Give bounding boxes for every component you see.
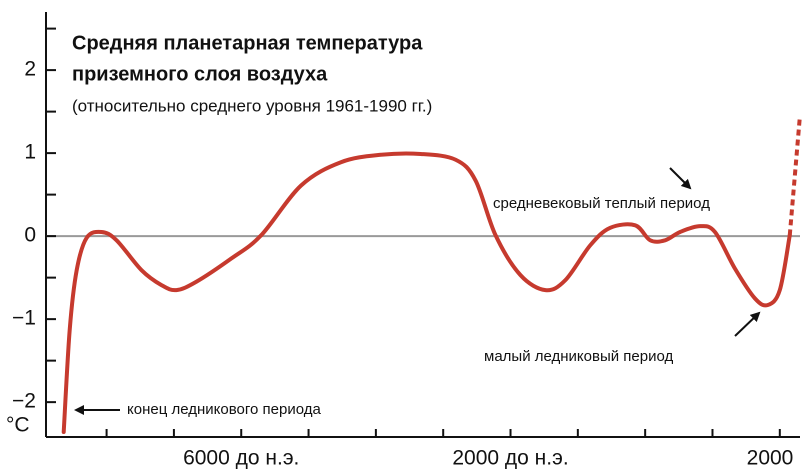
data-line (61, 151, 792, 435)
annotation: средневековый теплый период (493, 195, 710, 212)
arrow (734, 311, 761, 337)
chart-title: Средняя планетарная температура (72, 32, 423, 54)
y-tick-label: 0 (24, 224, 36, 247)
y-tick-label: −2 (12, 390, 36, 413)
x-tick-label: 2000 до н.э. (452, 447, 568, 470)
y-unit: °C (6, 414, 30, 437)
data-line (787, 118, 802, 236)
x-tick-label: 2000 (747, 447, 794, 470)
annotation: конец ледникового периода (127, 401, 321, 418)
y-tick-label: −1 (12, 307, 36, 330)
chart-title: приземного слоя воздуха (72, 63, 328, 85)
subtitle: (относительно среднего уровня 1961-1990 … (72, 96, 432, 115)
arrow (669, 167, 692, 190)
y-tick-label: 1 (24, 141, 36, 164)
annotation: малый ледниковый период (484, 348, 673, 365)
y-tick-label: 2 (24, 58, 36, 81)
x-tick-label: 6000 до н.э. (183, 447, 299, 470)
